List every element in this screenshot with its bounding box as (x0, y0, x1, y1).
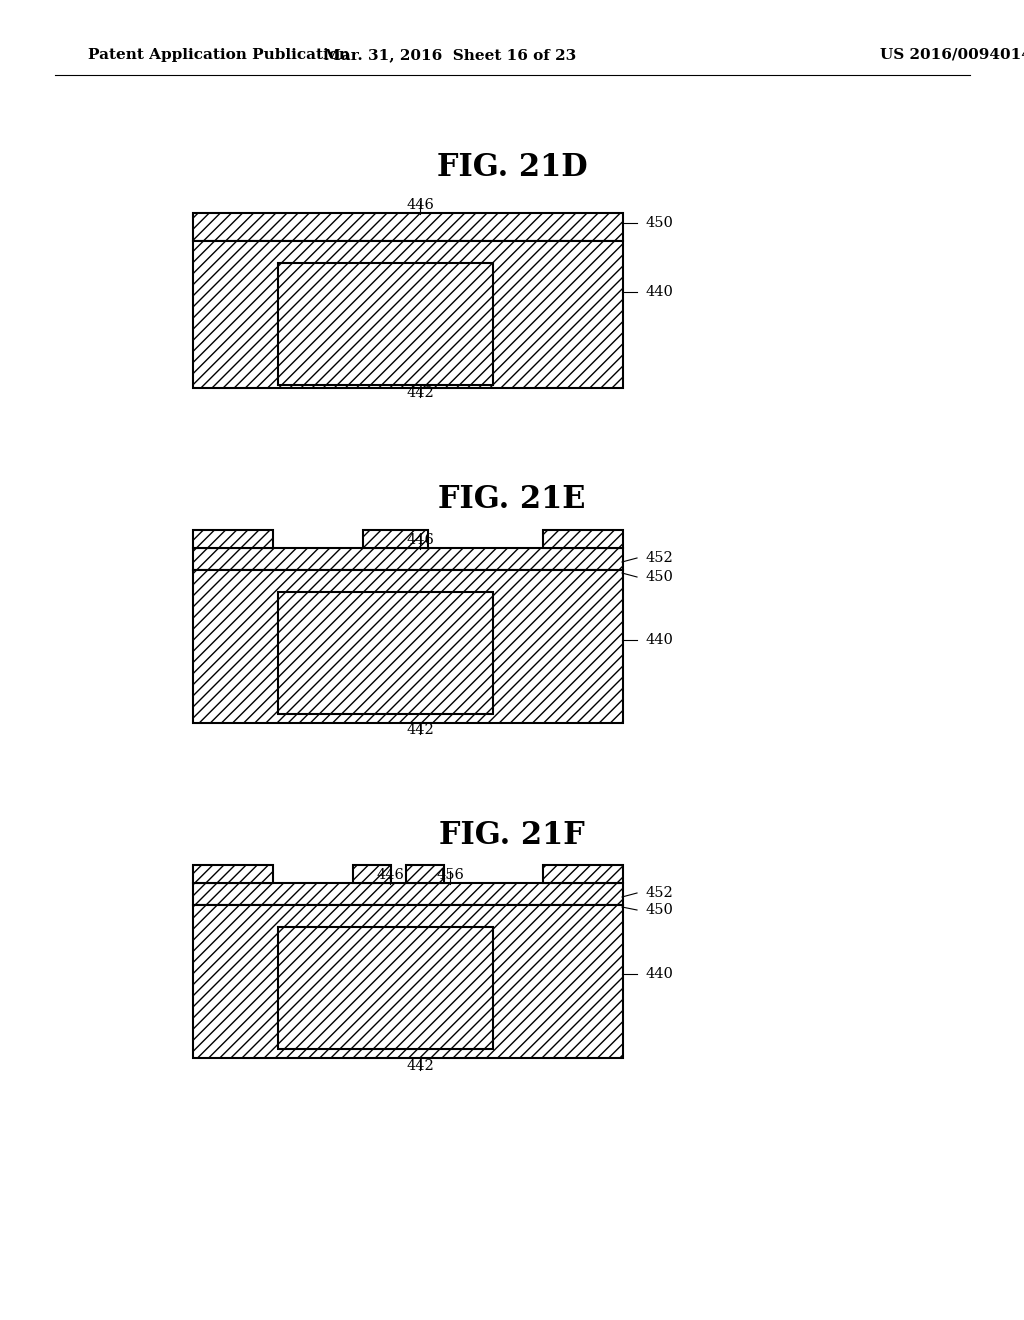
Text: 442: 442 (407, 385, 434, 400)
Text: 452: 452 (645, 550, 673, 565)
Text: 452: 452 (645, 886, 673, 900)
Text: 450: 450 (645, 570, 673, 583)
Bar (193, 242, 623, 388)
Text: 446: 446 (407, 198, 434, 213)
Bar (193, 531, 273, 548)
Bar (193, 548, 623, 570)
Text: 440: 440 (645, 968, 673, 981)
Bar (193, 570, 623, 723)
Text: 450: 450 (645, 216, 673, 230)
Bar (543, 531, 623, 548)
Bar (278, 263, 493, 385)
Text: 442: 442 (407, 1059, 434, 1073)
Bar (193, 865, 273, 883)
Bar (193, 906, 623, 1059)
Text: Mar. 31, 2016  Sheet 16 of 23: Mar. 31, 2016 Sheet 16 of 23 (324, 48, 577, 62)
Text: FIG. 21F: FIG. 21F (439, 820, 585, 850)
Bar (406, 865, 444, 883)
Bar (193, 213, 623, 242)
Bar (543, 865, 623, 883)
Bar (278, 927, 493, 1049)
Bar (193, 883, 623, 906)
Text: 440: 440 (645, 285, 673, 300)
Text: 456: 456 (436, 869, 464, 882)
Bar (353, 865, 391, 883)
Text: 450: 450 (645, 903, 673, 917)
Bar (278, 591, 493, 714)
Text: US 2016/0094014 A1: US 2016/0094014 A1 (880, 48, 1024, 62)
Text: FIG. 21E: FIG. 21E (438, 484, 586, 516)
Bar (362, 531, 428, 548)
Text: 446: 446 (376, 869, 403, 882)
Text: FIG. 21D: FIG. 21D (436, 153, 588, 183)
Text: 442: 442 (407, 723, 434, 737)
Text: Patent Application Publication: Patent Application Publication (88, 48, 350, 62)
Text: 446: 446 (407, 533, 434, 546)
Text: 440: 440 (645, 634, 673, 647)
